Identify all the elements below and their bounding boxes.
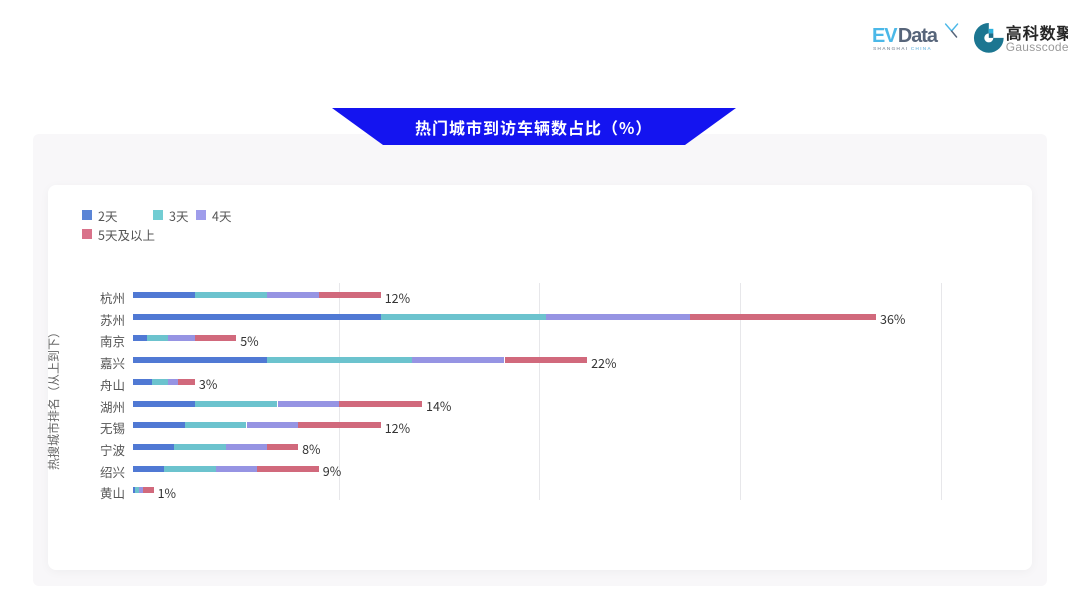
svg-text:SHANGHAI CHINA: SHANGHAI CHINA [873,46,932,52]
svg-text:Gausscode: Gausscode [1005,39,1068,52]
svg-text:Data: Data [898,25,939,47]
svg-text:EV: EV [873,25,898,47]
